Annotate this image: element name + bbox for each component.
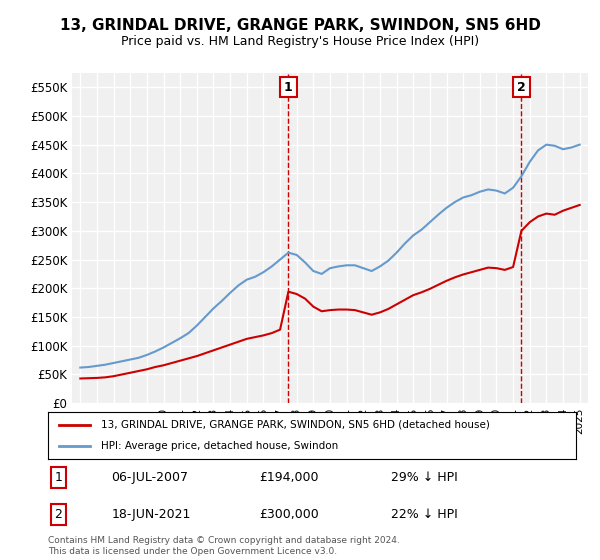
Text: £194,000: £194,000 [259, 471, 319, 484]
Text: 29% ↓ HPI: 29% ↓ HPI [391, 471, 458, 484]
Text: £300,000: £300,000 [259, 508, 319, 521]
Text: 13, GRINDAL DRIVE, GRANGE PARK, SWINDON, SN5 6HD: 13, GRINDAL DRIVE, GRANGE PARK, SWINDON,… [59, 18, 541, 32]
Text: 22% ↓ HPI: 22% ↓ HPI [391, 508, 458, 521]
Text: 2: 2 [55, 508, 62, 521]
Text: 2: 2 [517, 81, 526, 94]
Text: 06-JUL-2007: 06-JUL-2007 [112, 471, 188, 484]
Text: HPI: Average price, detached house, Swindon: HPI: Average price, detached house, Swin… [101, 441, 338, 451]
Text: Price paid vs. HM Land Registry's House Price Index (HPI): Price paid vs. HM Land Registry's House … [121, 35, 479, 49]
Text: Contains HM Land Registry data © Crown copyright and database right 2024.
This d: Contains HM Land Registry data © Crown c… [48, 536, 400, 556]
Text: 1: 1 [284, 81, 293, 94]
Text: 1: 1 [55, 471, 62, 484]
Text: 13, GRINDAL DRIVE, GRANGE PARK, SWINDON, SN5 6HD (detached house): 13, GRINDAL DRIVE, GRANGE PARK, SWINDON,… [101, 420, 490, 430]
Text: 18-JUN-2021: 18-JUN-2021 [112, 508, 191, 521]
